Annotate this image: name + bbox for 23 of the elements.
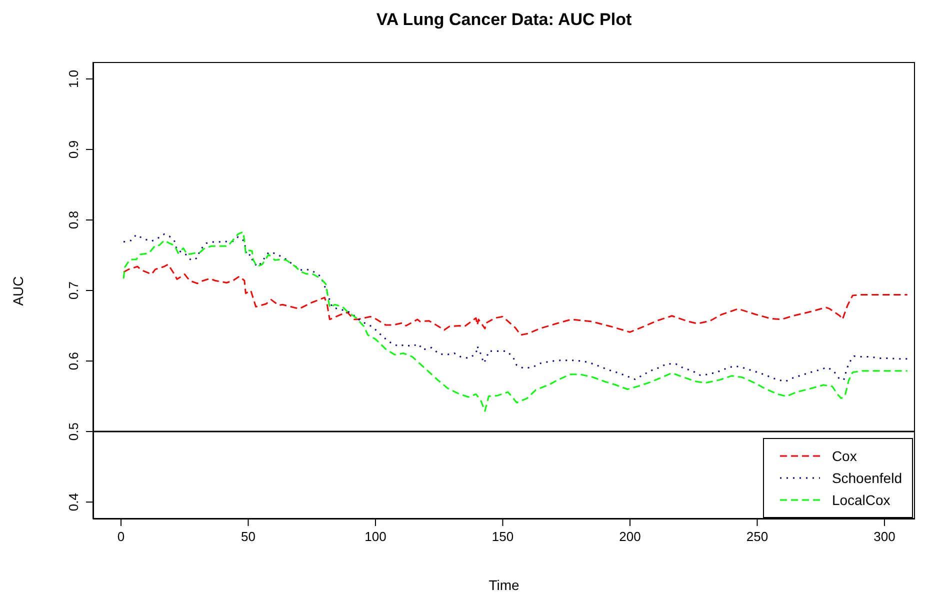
legend-label: Cox xyxy=(832,448,857,464)
x-tick-label: 200 xyxy=(619,529,641,544)
y-tick-label: 0.6 xyxy=(66,352,81,370)
y-tick-label: 1.0 xyxy=(66,70,81,88)
line-series xyxy=(122,264,908,336)
x-tick-label: 100 xyxy=(364,529,386,544)
line-series xyxy=(122,233,908,382)
x-tick-label: 300 xyxy=(874,529,896,544)
x-tick-label: 0 xyxy=(117,529,125,544)
y-tick-label: 0.7 xyxy=(66,281,81,300)
y-tick-label: 0.5 xyxy=(66,422,81,441)
x-axis-title: Time xyxy=(488,577,520,593)
y-axis-title: AUC xyxy=(10,276,26,306)
y-tick-label: 0.4 xyxy=(66,493,81,512)
x-tick-label: 50 xyxy=(241,529,256,544)
line-series xyxy=(122,231,908,412)
x-tick-label: 150 xyxy=(492,529,514,544)
y-tick-label: 0.9 xyxy=(66,140,81,158)
legend-label: LocalCox xyxy=(832,492,890,508)
y-tick-label: 0.8 xyxy=(66,210,81,230)
legend-label: Schoenfeld xyxy=(832,470,902,486)
x-tick-label: 250 xyxy=(746,529,768,544)
chart-title: VA Lung Cancer Data: AUC Plot xyxy=(375,10,633,30)
